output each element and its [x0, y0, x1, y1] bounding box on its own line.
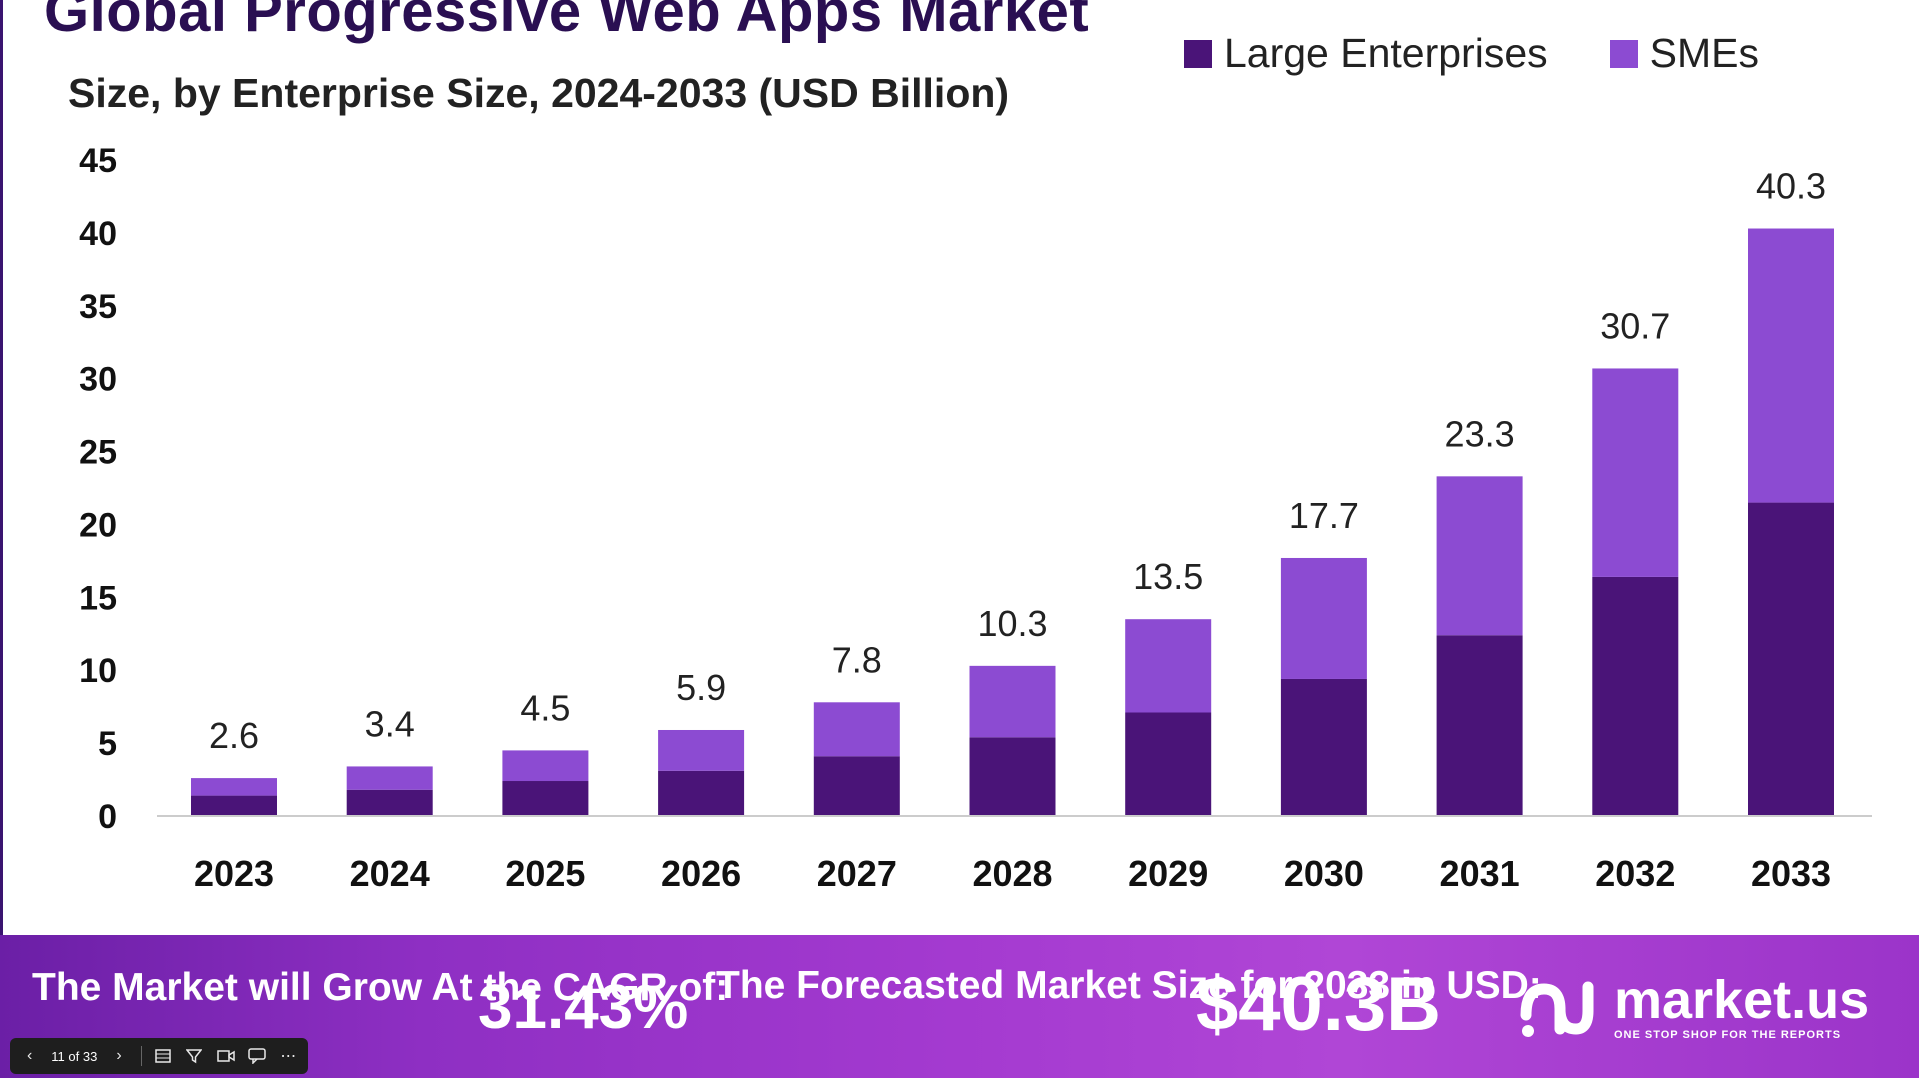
bar-total-label: 17.7 [1289, 495, 1359, 536]
bar-large-enterprises [346, 789, 433, 816]
bar-total-label: 5.9 [676, 667, 726, 708]
logo-text: market.us ONE STOP SHOP FOR THE REPORTS [1614, 973, 1869, 1041]
chart-title: Global Progressive Web Apps Market [44, 0, 1090, 44]
bar-large-enterprises [1592, 576, 1679, 816]
bar-total-label: 23.3 [1445, 413, 1515, 454]
y-tick-label: 25 [79, 434, 117, 472]
bar-total-label: 10.3 [977, 603, 1047, 644]
x-tick-label: 2030 [1284, 853, 1364, 894]
bar-large-enterprises [969, 737, 1056, 816]
x-tick-label: 2024 [350, 853, 430, 894]
bar-total-label: 2.6 [209, 715, 259, 756]
bar-large-enterprises [1436, 635, 1523, 816]
y-tick-label: 10 [79, 652, 117, 690]
cagr-label: The Market will Grow At the CAGR of: [32, 966, 729, 1009]
bar-large-enterprises [1280, 678, 1367, 816]
bar-smes [1436, 476, 1523, 636]
bar-large-enterprises [502, 781, 589, 816]
chart-legend: Large Enterprises SMEs [1184, 30, 1759, 77]
toolbar-divider [140, 1046, 142, 1066]
y-tick-label: 15 [79, 579, 117, 617]
y-tick-label: 35 [79, 288, 117, 326]
bar-smes [1280, 557, 1367, 679]
bar-total-label: 4.5 [520, 687, 570, 728]
cagr-value: 31.43% [478, 973, 689, 1042]
video-icon[interactable] [212, 1042, 239, 1070]
x-tick-label: 2029 [1128, 853, 1208, 894]
data-labels-group: 2.6 3.4 4.5 5.9 7.8 10.3 13.5 17.7 23.3 30.7 40.3 [209, 166, 1826, 757]
more-icon[interactable]: ⋯ [280, 1048, 297, 1065]
forecast-value: $40.3B [1196, 962, 1442, 1047]
document-viewer-toolbar: ‹ 11 of 33 › ⋯ [10, 1038, 308, 1074]
x-tick-label: 2028 [972, 853, 1052, 894]
bar-total-label: 7.8 [832, 639, 882, 680]
x-tick-label: 2026 [661, 853, 741, 894]
bar-large-enterprises [191, 795, 277, 816]
legend-item-large-enterprises: Large Enterprises [1184, 30, 1548, 77]
bar-smes [1592, 368, 1679, 577]
y-tick-label: 5 [98, 725, 117, 763]
bars-group [191, 228, 1834, 816]
bar-total-label: 13.5 [1133, 556, 1203, 597]
chevron-right-icon[interactable]: › [116, 1047, 122, 1064]
bar-total-label: 3.4 [365, 703, 415, 744]
chevron-left-icon[interactable]: ‹ [26, 1047, 33, 1064]
bar-smes [191, 778, 277, 796]
bar-smes [658, 729, 745, 771]
legend-label-smes: SMEs [1649, 30, 1759, 76]
bar-smes [969, 665, 1056, 738]
bar-smes [502, 750, 589, 782]
market-us-logo-mark-icon [1520, 981, 1594, 1037]
left-edge-border [0, 0, 3, 935]
filter-icon[interactable] [181, 1042, 208, 1070]
market-us-logo: market.us ONE STOP SHOP FOR THE REPORTS [1520, 973, 1869, 1041]
x-axis: 2023 2024 2025 2026 2027 2028 2029 2030 2031 2032… [194, 853, 1831, 894]
x-tick-label: 2023 [194, 853, 274, 894]
page-count: 11 of 33 [51, 1048, 98, 1064]
bar-smes [346, 766, 433, 790]
legend-swatch-large-enterprises [1184, 39, 1212, 68]
forecast-label: The Forecasted Market Size for 2033 in U… [716, 964, 1542, 1007]
bar-total-label: 30.7 [1600, 305, 1670, 346]
chart-subtitle: Size, by Enterprise Size, 2024-2033 (USD… [68, 70, 1010, 116]
x-tick-label: 2027 [817, 853, 897, 894]
y-tick-label: 40 [79, 215, 117, 253]
bar-large-enterprises [1125, 712, 1212, 816]
grid-view-icon[interactable] [150, 1042, 177, 1070]
legend-label-large-enterprises: Large Enterprises [1224, 30, 1548, 76]
legend-swatch-smes [1609, 39, 1638, 68]
comment-icon[interactable] [243, 1042, 270, 1070]
chart-area: Global Progressive Web Apps Market Size,… [0, 0, 1872, 935]
y-tick-label: 45 [79, 142, 117, 180]
logo-tagline: ONE STOP SHOP FOR THE REPORTS [1614, 1029, 1842, 1041]
x-tick-label: 2033 [1751, 853, 1831, 894]
bar-smes [1125, 619, 1212, 713]
y-tick-label: 30 [79, 361, 117, 399]
bar-smes [1748, 228, 1834, 503]
y-tick-label: 0 [98, 798, 117, 836]
footer-banner: The Market will Grow At the CAGR of: 31.… [0, 935, 1919, 1078]
bar-smes [813, 702, 900, 757]
x-tick-label: 2031 [1440, 853, 1520, 894]
x-tick-label: 2025 [505, 853, 585, 894]
y-axis: 0 5 10 15 20 25 30 35 40 45 [79, 142, 117, 836]
x-tick-label: 2032 [1595, 853, 1675, 894]
bar-total-label: 40.3 [1756, 166, 1826, 207]
bar-large-enterprises [813, 756, 900, 816]
y-tick-label: 20 [79, 506, 117, 544]
legend-item-smes: SMEs [1609, 30, 1759, 77]
bar-large-enterprises [658, 770, 745, 816]
logo-name: market.us [1614, 970, 1870, 1030]
bar-large-enterprises [1748, 502, 1834, 816]
